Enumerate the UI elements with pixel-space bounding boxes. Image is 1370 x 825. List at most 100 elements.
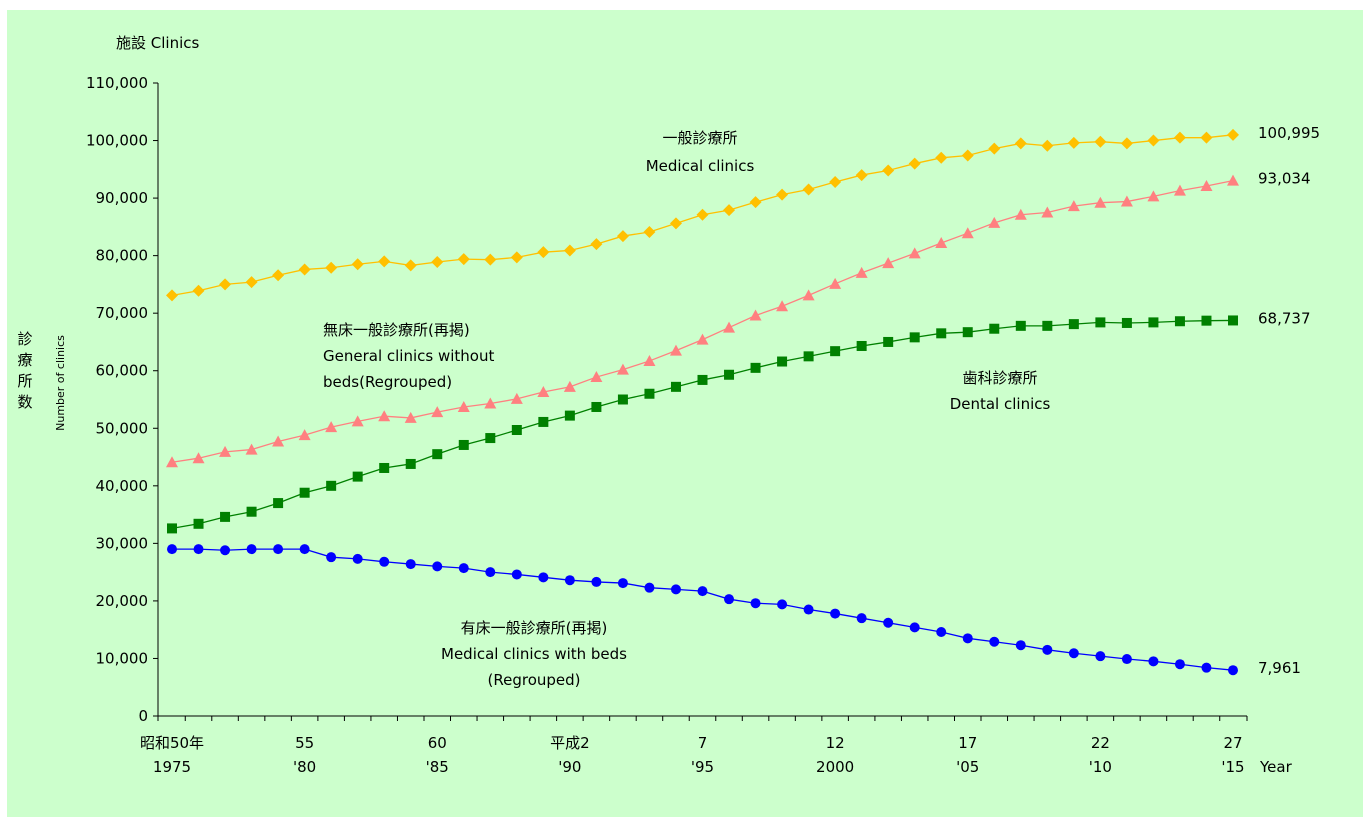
data-point [644,582,655,593]
data-point [537,386,550,398]
data-point [643,226,656,239]
data-point [484,397,497,409]
y-axis-title-jp: 診療所数 [17,330,32,411]
data-point [669,217,682,230]
x-ticks [157,716,1248,721]
x-tick-label-era: 55 [295,734,314,752]
data-point [272,269,285,282]
data-point [723,204,736,217]
data-point [326,480,337,491]
data-point [1121,317,1132,328]
annotation-dental-clinics-jp: 歯科診療所 [962,369,1037,387]
data-point [484,253,497,266]
data-point [1042,644,1053,655]
y-tick-label: 80,000 [96,247,149,265]
data-point [802,183,815,196]
x-tick-label-era: 17 [958,734,977,752]
data-point [591,576,602,587]
x-tick-label-year: 1975 [153,758,191,776]
series-1 [166,174,1239,468]
annotation-medical-clinics-with-beds: 有床一般診療所(再掲) Medical clinics with beds (R… [441,619,627,689]
x-tick-label-year: '90 [558,758,581,776]
y-tick-label: 110,000 [86,74,148,92]
data-point [670,381,681,392]
data-point [352,553,363,564]
data-point [1068,648,1079,659]
data-point [1095,651,1106,662]
x-tick-label-era: 12 [826,734,845,752]
data-point [485,433,496,444]
data-point [485,567,496,578]
data-point [167,523,177,534]
chart-panel: 施設 Clinics 診療所数 Number of clinics 0 10,00… [7,10,1363,817]
data-point [193,544,204,555]
x-tick-label-era: 7 [698,734,708,752]
data-point [882,164,895,177]
data-point [1227,174,1239,186]
annotation-with-beds-jp: 有床一般診療所(再掲) [461,619,608,637]
data-point [1094,196,1107,208]
data-point [273,544,284,555]
data-point [829,277,842,289]
data-point [219,445,232,457]
data-point [936,626,947,637]
y-tick-label: 0 [138,707,148,725]
y-axis-title: 診療所数 Number of clinics [17,330,67,431]
data-point [404,259,417,272]
data-point [245,443,258,455]
data-point [351,258,364,271]
data-point [724,369,735,380]
y-tick-label: 100,000 [86,132,148,150]
data-point [379,556,390,567]
data-point [457,253,470,266]
data-point [1121,654,1132,665]
annotation-dental-clinics: 歯科診療所 Dental clinics [950,369,1051,413]
y-tick-label: 60,000 [96,362,149,380]
end-labels: 100,995 93,034 68,737 7,961 [1258,124,1320,677]
data-point [776,300,789,312]
data-point [1200,180,1213,192]
data-point [830,346,841,357]
annotation-general-without-beds-en-2: beds(Regrouped) [323,373,452,391]
data-point [510,392,523,404]
data-point [1015,320,1026,331]
y-tick-label: 40,000 [96,477,149,495]
data-point [724,594,735,605]
data-point [298,429,311,441]
data-point [192,284,205,297]
data-point [432,449,443,460]
data-point [166,289,178,302]
y-tick-label: 30,000 [96,534,149,552]
data-point [1174,316,1185,327]
y-tick-label: 20,000 [96,592,149,610]
y-tick-label: 10,000 [96,649,149,667]
data-point [273,498,284,509]
data-point [1173,131,1186,144]
data-point [245,276,258,289]
data-point [696,333,709,345]
data-point [431,255,444,268]
x-tick-label-era: 22 [1091,734,1110,752]
data-point [1068,319,1079,330]
data-point [1067,200,1080,212]
annotation-general-without-beds-jp: 無床一般診療所(再掲) [323,321,470,339]
series-end-label: 93,034 [1258,170,1311,188]
data-point [1200,131,1213,144]
data-point [856,340,867,351]
data-point [378,255,391,268]
data-point [352,471,363,482]
data-point [563,244,576,257]
data-point [193,518,204,529]
series-end-label: 68,737 [1258,309,1311,327]
data-point [935,151,948,164]
data-point [749,309,762,321]
data-point [962,633,973,644]
data-point [617,578,628,589]
data-point [696,208,709,221]
data-point [1148,656,1159,667]
data-point [1014,137,1027,150]
data-point [697,586,708,597]
y-tick-label: 90,000 [96,189,149,207]
x-tick-label-era: 27 [1223,734,1242,752]
data-point [379,462,390,473]
